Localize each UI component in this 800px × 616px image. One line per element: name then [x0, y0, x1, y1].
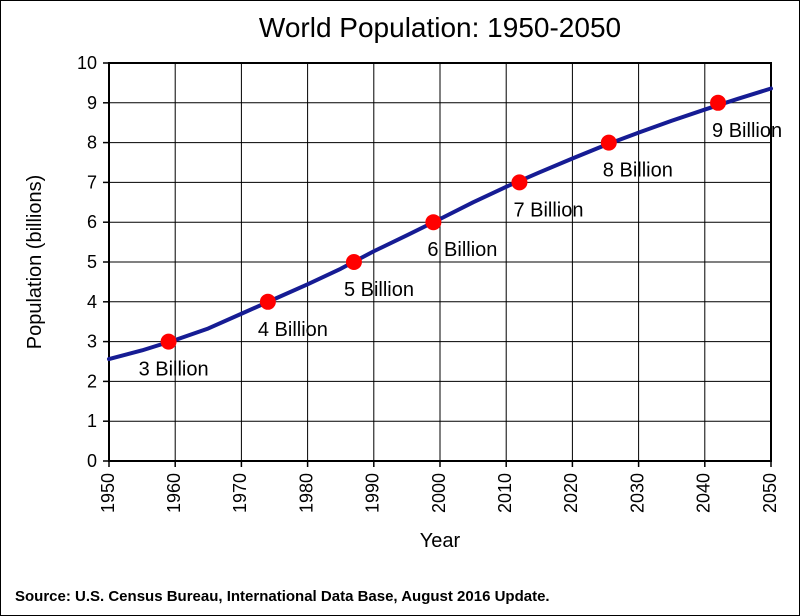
svg-text:World Population: 1950-2050: World Population: 1950-2050 [259, 12, 621, 43]
svg-text:0: 0 [87, 451, 97, 471]
svg-text:2020: 2020 [561, 473, 581, 513]
chart-container: 0 1 2 3 4 5 6 7 8 9 10 1950 1960 1970 1980 1990 2000 2010… [0, 0, 800, 616]
svg-text:1990: 1990 [363, 473, 383, 513]
svg-text:1980: 1980 [296, 473, 316, 513]
svg-text:7 Billion: 7 Billion [513, 199, 583, 221]
svg-text:7: 7 [87, 172, 97, 192]
svg-text:2040: 2040 [694, 473, 714, 513]
source-text: Source: U.S. Census Bureau, Internationa… [15, 588, 550, 605]
svg-text:4 Billion: 4 Billion [258, 319, 328, 341]
svg-text:5: 5 [87, 252, 97, 272]
svg-text:2050: 2050 [760, 473, 780, 513]
svg-text:1960: 1960 [164, 473, 184, 513]
svg-text:2: 2 [87, 371, 97, 391]
population-chart: 0 1 2 3 4 5 6 7 8 9 10 1950 1960 1970 1980 1990 2000 2010… [1, 1, 800, 581]
svg-text:2030: 2030 [627, 473, 647, 513]
svg-text:6: 6 [87, 212, 97, 232]
svg-text:1970: 1970 [230, 473, 250, 513]
svg-text:9 Billion: 9 Billion [712, 120, 782, 142]
svg-text:3: 3 [87, 332, 97, 352]
svg-text:6 Billion: 6 Billion [427, 239, 497, 261]
svg-text:9: 9 [87, 93, 97, 113]
svg-text:4: 4 [87, 292, 97, 312]
svg-text:10: 10 [77, 53, 97, 73]
svg-text:2010: 2010 [495, 473, 515, 513]
svg-text:8 Billion: 8 Billion [603, 160, 673, 182]
svg-text:1: 1 [87, 411, 97, 431]
svg-text:2000: 2000 [429, 473, 449, 513]
svg-text:8: 8 [87, 133, 97, 153]
svg-text:1950: 1950 [98, 473, 118, 513]
svg-text:3 Billion: 3 Billion [139, 359, 209, 381]
svg-text:Year: Year [420, 530, 461, 552]
svg-text:5 Billion: 5 Billion [344, 279, 414, 301]
svg-text:Population (billions): Population (billions) [24, 175, 46, 350]
